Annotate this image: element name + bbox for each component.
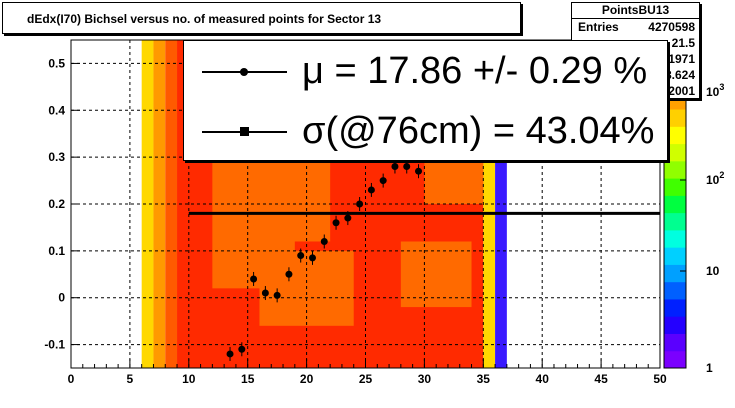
y-tick-label: 0 [58,291,65,305]
x-tick-label: 50 [653,372,667,386]
color-scale-cell [664,126,686,145]
stats-name: PointsBU13 [572,3,699,19]
color-scale-cell [664,281,686,300]
data-point [308,254,316,262]
data-point [344,214,352,222]
legend-mu-text: μ = 17.86 +/- 0.29 % [302,50,648,92]
heatmap-column [153,40,166,368]
color-scale-cell [664,247,686,265]
color-scale-cell [664,229,686,248]
y-tick-label: 0.5 [48,56,65,70]
stats-row: 21.5 [572,35,699,51]
color-scale-cell [664,160,686,179]
x-tick-label: 15 [241,372,255,386]
stats-row: Entries 4270598 [572,19,699,35]
y-tick-label: 0.4 [48,103,65,117]
y-tick-label: 0.2 [48,197,65,211]
x-tick-label: 25 [359,372,373,386]
stats-value: 4270598 [648,20,695,34]
y-tick-label: 0.1 [48,244,65,258]
data-point [226,350,234,358]
z-tick-label: 10 [706,264,720,278]
x-tick-label: 35 [477,372,491,386]
stats-row: 8.624 [572,67,699,83]
legend-sigma-marker [240,127,249,136]
x-tick-label: 0 [68,372,75,386]
chart-title-box: dEdx(I70) Bichsel versus no. of measured… [2,2,521,34]
data-point [320,237,328,245]
legend-sigma-text: σ(@76cm) = 43.04% [302,110,655,152]
x-tick-label: 20 [300,372,314,386]
color-scale-cell [664,143,686,162]
z-tick-label: 102 [706,170,724,187]
data-point [285,270,293,278]
heatmap-column [483,40,496,368]
stats-key: Entries [578,20,619,34]
data-point [273,291,281,299]
data-point [403,163,411,171]
data-point [379,177,387,185]
color-scale-cell [664,109,686,127]
data-point [238,345,246,353]
x-tick-label: 5 [127,372,134,386]
x-tick-label: 30 [418,372,432,386]
color-scale-cell [664,178,686,196]
fit-legend: μ = 17.86 +/- 0.29 % σ(@76cm) = 43.04% [183,40,668,161]
color-scale-cell [664,195,686,214]
y-tick-label: -0.1 [44,338,65,352]
stats-value: 21.5 [671,36,695,50]
data-point [332,219,340,227]
data-point [415,167,423,175]
data-point [261,289,269,297]
x-tick-label: 40 [536,372,550,386]
heatmap-cell [400,241,472,308]
z-tick-label: 103 [706,82,724,99]
z-tick-label: 1 [706,361,713,375]
heatmap-column [495,40,507,368]
legend-mu-marker [240,68,248,76]
heatmap-column [165,40,178,368]
data-point [297,252,305,260]
data-point [367,186,375,194]
data-point [250,275,258,283]
stats-value: 8.624 [664,68,695,82]
color-scale-cell [664,212,686,231]
y-tick-label: 0.3 [48,150,65,164]
heatmap-column [141,40,154,368]
heatmap-cell [424,157,484,204]
data-point [391,163,399,171]
chart-title: dEdx(I70) Bichsel versus no. of measured… [27,12,382,26]
color-scale-cell [664,350,686,369]
color-scale-cell [664,264,686,283]
x-tick-label: 45 [594,372,608,386]
color-scale-cell [664,333,686,352]
x-tick-label: 10 [182,372,196,386]
color-scale-cell [664,316,686,334]
data-point [356,200,364,208]
color-scale-cell [664,298,686,317]
